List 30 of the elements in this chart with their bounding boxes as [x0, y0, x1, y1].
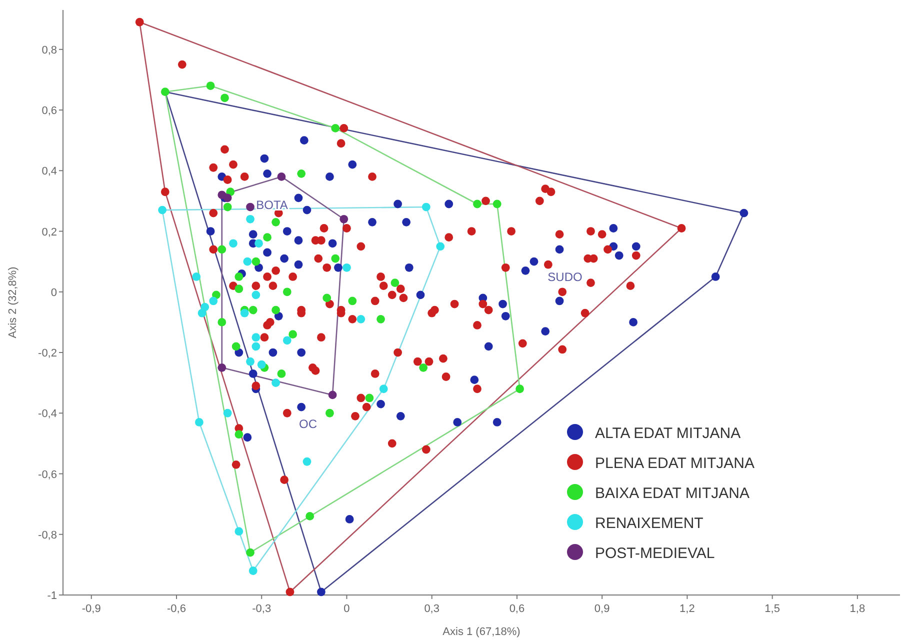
y-tick-label: 0,6	[42, 105, 57, 118]
legend-label: RENAIXEMENT	[595, 515, 704, 532]
annotation: OC	[299, 417, 318, 431]
y-tick-label: -0,6	[38, 468, 57, 481]
x-tick-label: 1,2	[680, 603, 695, 615]
legend-label: ALTA EDAT MITJANA	[595, 425, 741, 442]
y-tick-label: -0,4	[38, 408, 57, 420]
y-tick-label: 0,2	[42, 226, 57, 238]
y-tick-label: 0,8	[42, 44, 57, 56]
y-tick-label: -0,2	[38, 348, 57, 360]
x-tick-label: 0	[344, 603, 350, 615]
y-tick-label: 0,4	[42, 166, 57, 178]
x-tick-label: 0,3	[424, 603, 440, 615]
x-tick-label: -0,9	[82, 603, 101, 615]
x-tick-label: 1,5	[764, 603, 780, 615]
y-tick-label: 0	[50, 286, 57, 299]
legend-label: PLENA EDAT MITJANA	[595, 455, 754, 472]
annotation: SUDO	[548, 270, 582, 284]
y-tick-label: -1	[47, 590, 57, 602]
y-tick-label: -0,8	[38, 529, 57, 542]
x-tick-label: 0,6	[509, 603, 525, 615]
annotation: BOTA	[256, 198, 288, 212]
x-tick-label: -0,3	[252, 603, 272, 615]
x-tick-label: -0,6	[167, 603, 186, 615]
y-axis-title: Axis 2 (32,8%)	[7, 266, 19, 338]
x-tick-label: 1,8	[850, 603, 866, 615]
legend-label: BAIXA EDAT MITJANA	[595, 485, 750, 502]
x-axis-title: Axis 1 (67,18%)	[442, 626, 520, 638]
x-tick-label: 0,9	[594, 603, 610, 615]
legend-label: POST-MEDIEVAL	[595, 545, 715, 562]
